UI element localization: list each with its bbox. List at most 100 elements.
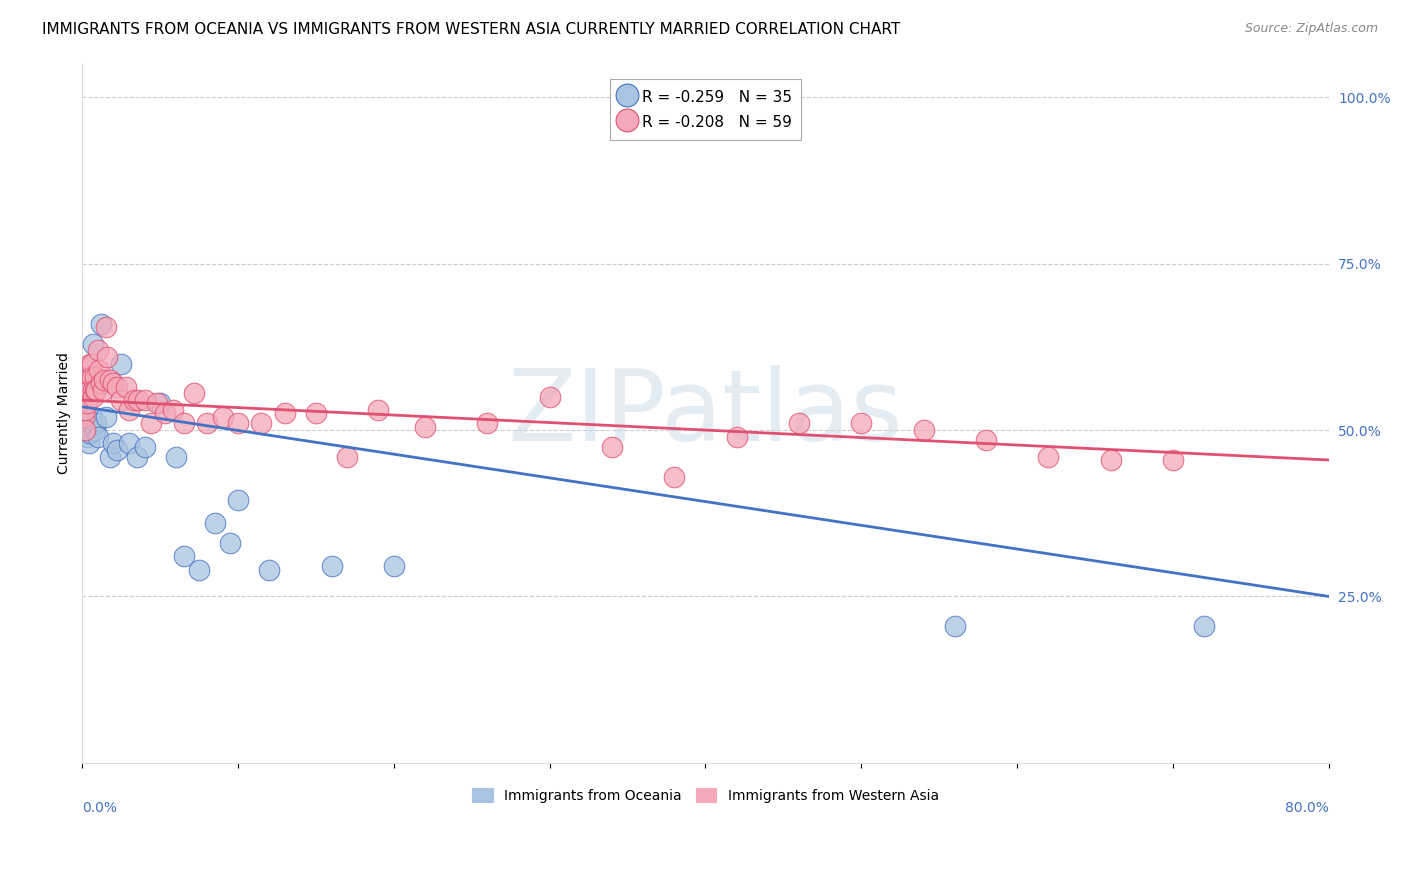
Point — [98, 450, 121, 464]
Point — [226, 492, 249, 507]
Point — [77, 383, 100, 397]
Point — [139, 417, 162, 431]
Point — [115, 380, 138, 394]
Point — [83, 369, 105, 384]
Point — [250, 417, 273, 431]
Point — [80, 417, 103, 431]
Point — [73, 409, 96, 424]
Point — [149, 396, 172, 410]
Point — [1192, 619, 1215, 633]
Point — [82, 383, 104, 397]
Point — [211, 409, 233, 424]
Point — [146, 396, 169, 410]
Point — [76, 423, 98, 437]
Point — [134, 393, 156, 408]
Point — [77, 413, 100, 427]
Point — [76, 396, 98, 410]
Point — [75, 403, 97, 417]
Point — [912, 423, 935, 437]
Point — [76, 369, 98, 384]
Point — [90, 376, 112, 391]
Point — [110, 393, 132, 408]
Point — [538, 390, 561, 404]
Point — [1161, 453, 1184, 467]
Point — [86, 417, 108, 431]
Point — [110, 357, 132, 371]
Point — [600, 440, 623, 454]
Point — [165, 450, 187, 464]
Point — [257, 563, 280, 577]
Point — [83, 383, 105, 397]
Point — [105, 380, 128, 394]
Point — [79, 383, 101, 397]
Point — [80, 357, 103, 371]
Y-axis label: Currently Married: Currently Married — [58, 352, 72, 475]
Point — [96, 350, 118, 364]
Point — [274, 406, 297, 420]
Point — [79, 419, 101, 434]
Point — [77, 369, 100, 384]
Point — [82, 336, 104, 351]
Point — [105, 443, 128, 458]
Point — [89, 363, 111, 377]
Point — [75, 423, 97, 437]
Point — [79, 426, 101, 441]
Point — [134, 440, 156, 454]
Point — [87, 343, 110, 358]
Point — [118, 436, 141, 450]
Text: ZIPatlas: ZIPatlas — [508, 365, 903, 462]
Point — [413, 419, 436, 434]
Point — [1038, 450, 1060, 464]
Point — [226, 417, 249, 431]
Point — [76, 430, 98, 444]
Point — [725, 430, 748, 444]
Point — [787, 417, 810, 431]
Point — [382, 559, 405, 574]
Point — [367, 403, 389, 417]
Point — [79, 357, 101, 371]
Point — [118, 403, 141, 417]
Point — [93, 373, 115, 387]
Point — [80, 409, 103, 424]
Point — [82, 390, 104, 404]
Point — [162, 403, 184, 417]
Point — [127, 393, 149, 408]
Point — [321, 559, 343, 574]
Point — [87, 430, 110, 444]
Point — [477, 417, 499, 431]
Point — [77, 436, 100, 450]
Point — [305, 406, 328, 420]
Text: Source: ZipAtlas.com: Source: ZipAtlas.com — [1244, 22, 1378, 36]
Point — [73, 417, 96, 431]
Point — [80, 369, 103, 384]
Point — [75, 409, 97, 424]
Point — [90, 317, 112, 331]
Point — [664, 469, 686, 483]
Point — [1099, 453, 1122, 467]
Point — [188, 563, 211, 577]
Point — [943, 619, 966, 633]
Point — [219, 536, 242, 550]
Point — [173, 549, 195, 564]
Point — [204, 516, 226, 531]
Point — [974, 433, 997, 447]
Point — [94, 319, 117, 334]
Point — [851, 417, 873, 431]
Point — [173, 417, 195, 431]
Point — [91, 383, 114, 397]
Point — [103, 376, 125, 391]
Point — [122, 393, 145, 408]
Text: 0.0%: 0.0% — [83, 801, 117, 815]
Point — [103, 436, 125, 450]
Point — [195, 417, 218, 431]
Point — [86, 383, 108, 397]
Point — [125, 450, 148, 464]
Text: 80.0%: 80.0% — [1285, 801, 1329, 815]
Legend: R = -0.259   N = 35, R = -0.208   N = 59: R = -0.259 N = 35, R = -0.208 N = 59 — [610, 78, 801, 140]
Point — [153, 406, 176, 420]
Text: IMMIGRANTS FROM OCEANIA VS IMMIGRANTS FROM WESTERN ASIA CURRENTLY MARRIED CORREL: IMMIGRANTS FROM OCEANIA VS IMMIGRANTS FR… — [42, 22, 900, 37]
Point — [98, 373, 121, 387]
Point — [183, 386, 205, 401]
Point — [83, 423, 105, 437]
Point — [94, 409, 117, 424]
